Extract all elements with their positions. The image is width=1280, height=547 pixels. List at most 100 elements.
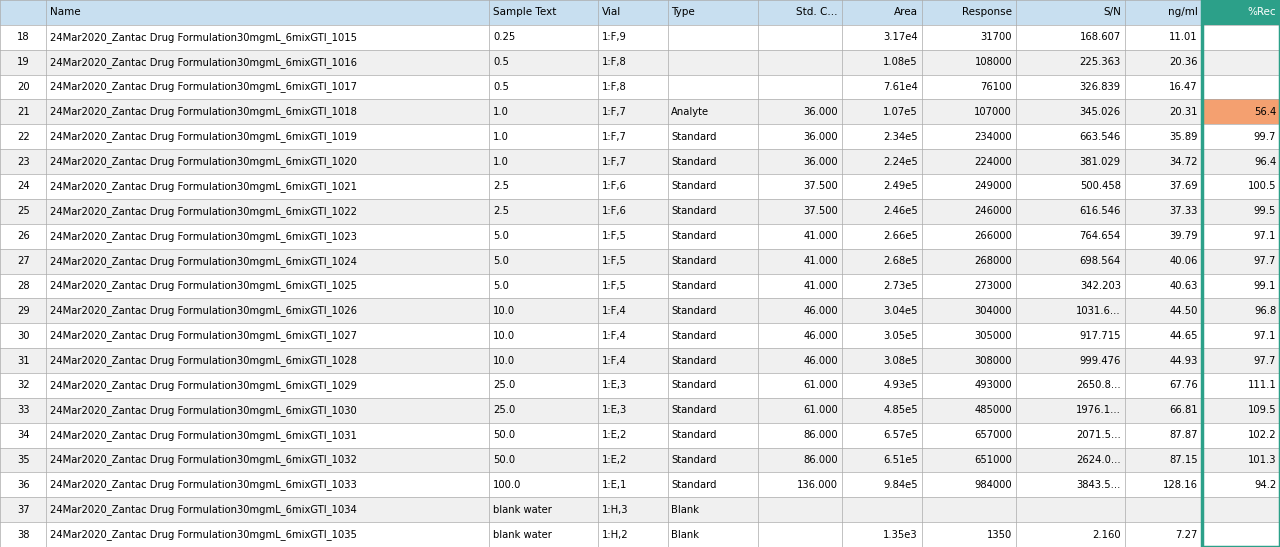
Bar	[1202, 124, 1280, 149]
Text: 46.000: 46.000	[804, 356, 838, 365]
Bar	[842, 497, 922, 522]
Text: Standard: Standard	[672, 182, 717, 191]
Bar	[46, 373, 489, 398]
Text: 651000: 651000	[974, 455, 1012, 465]
Text: 2650.8...: 2650.8...	[1076, 380, 1121, 391]
Text: 381.029: 381.029	[1080, 156, 1121, 167]
Bar	[46, 149, 489, 174]
Text: 266000: 266000	[974, 231, 1012, 241]
Text: 37.69: 37.69	[1169, 182, 1198, 191]
Text: Name: Name	[50, 8, 81, 18]
Text: 6.57e5: 6.57e5	[883, 430, 918, 440]
Text: 28: 28	[17, 281, 29, 291]
Bar	[1016, 50, 1125, 74]
Bar	[46, 50, 489, 74]
Bar	[922, 0, 1016, 25]
Text: 37.33: 37.33	[1170, 206, 1198, 217]
Bar	[758, 25, 842, 50]
Text: 50.0: 50.0	[493, 455, 515, 465]
Bar	[922, 274, 1016, 298]
Bar	[0, 274, 46, 298]
Text: 24Mar2020_Zantac Drug Formulation30mgmL_6mixGTI_1026: 24Mar2020_Zantac Drug Formulation30mgmL_…	[50, 305, 357, 316]
Text: Standard: Standard	[672, 231, 717, 241]
Text: 1:F,8: 1:F,8	[602, 82, 626, 92]
Text: 1.0: 1.0	[493, 107, 508, 117]
Bar	[598, 50, 668, 74]
Text: Standard: Standard	[672, 306, 717, 316]
Text: 1.07e5: 1.07e5	[883, 107, 918, 117]
Bar	[0, 174, 46, 199]
Bar	[1125, 74, 1202, 100]
Text: 10.0: 10.0	[493, 356, 515, 365]
Bar	[0, 74, 46, 100]
Text: 40.06: 40.06	[1170, 256, 1198, 266]
Text: 698.564: 698.564	[1079, 256, 1121, 266]
Bar	[842, 224, 922, 249]
Bar	[758, 174, 842, 199]
Text: 1:F,6: 1:F,6	[602, 182, 627, 191]
Text: Standard: Standard	[672, 380, 717, 391]
Text: 25: 25	[17, 206, 29, 217]
Text: 500.458: 500.458	[1080, 182, 1121, 191]
Text: 76100: 76100	[980, 82, 1012, 92]
Text: 99.5: 99.5	[1254, 206, 1276, 217]
Bar	[1016, 447, 1125, 473]
Bar	[668, 348, 758, 373]
Text: 34: 34	[17, 430, 29, 440]
Bar	[46, 100, 489, 124]
Bar	[758, 50, 842, 74]
Bar	[489, 522, 598, 547]
Text: Area: Area	[893, 8, 918, 18]
Text: Standard: Standard	[672, 330, 717, 341]
Bar	[598, 522, 668, 547]
Bar	[0, 149, 46, 174]
Bar	[842, 249, 922, 274]
Text: Standard: Standard	[672, 132, 717, 142]
Text: 18: 18	[17, 32, 29, 42]
Bar	[1202, 373, 1280, 398]
Bar	[668, 174, 758, 199]
Bar	[842, 100, 922, 124]
Text: 37.500: 37.500	[803, 182, 838, 191]
Bar	[1202, 50, 1280, 74]
Bar	[46, 224, 489, 249]
Bar	[1202, 447, 1280, 473]
Text: Analyte: Analyte	[672, 107, 709, 117]
Text: 1:F,7: 1:F,7	[602, 107, 627, 117]
Bar	[758, 0, 842, 25]
Bar	[842, 373, 922, 398]
Bar	[1125, 149, 1202, 174]
Text: 107000: 107000	[974, 107, 1012, 117]
Text: 40.63: 40.63	[1170, 281, 1198, 291]
Text: 5.0: 5.0	[493, 231, 508, 241]
Bar	[922, 423, 1016, 447]
Text: 97.1: 97.1	[1254, 231, 1276, 241]
Text: 31: 31	[17, 356, 29, 365]
Text: 3.17e4: 3.17e4	[883, 32, 918, 42]
Text: 1:F,5: 1:F,5	[602, 231, 627, 241]
Bar	[0, 50, 46, 74]
Bar	[922, 74, 1016, 100]
Bar	[842, 522, 922, 547]
Bar	[489, 423, 598, 447]
Bar	[668, 298, 758, 323]
Bar	[1125, 323, 1202, 348]
Text: 24Mar2020_Zantac Drug Formulation30mgmL_6mixGTI_1034: 24Mar2020_Zantac Drug Formulation30mgmL_…	[50, 504, 357, 515]
Bar	[922, 398, 1016, 423]
Text: 19: 19	[17, 57, 29, 67]
Text: 87.15: 87.15	[1169, 455, 1198, 465]
Text: 108000: 108000	[974, 57, 1012, 67]
Bar	[0, 447, 46, 473]
Bar	[489, 373, 598, 398]
Text: 101.3: 101.3	[1248, 455, 1276, 465]
Bar	[598, 224, 668, 249]
Text: 97.1: 97.1	[1254, 330, 1276, 341]
Text: blank water: blank water	[493, 529, 552, 539]
Text: 0.5: 0.5	[493, 57, 508, 67]
Text: 2.66e5: 2.66e5	[883, 231, 918, 241]
Text: 24Mar2020_Zantac Drug Formulation30mgmL_6mixGTI_1029: 24Mar2020_Zantac Drug Formulation30mgmL_…	[50, 380, 357, 391]
Bar	[1202, 323, 1280, 348]
Bar	[598, 199, 668, 224]
Bar	[1202, 100, 1280, 124]
Bar	[668, 398, 758, 423]
